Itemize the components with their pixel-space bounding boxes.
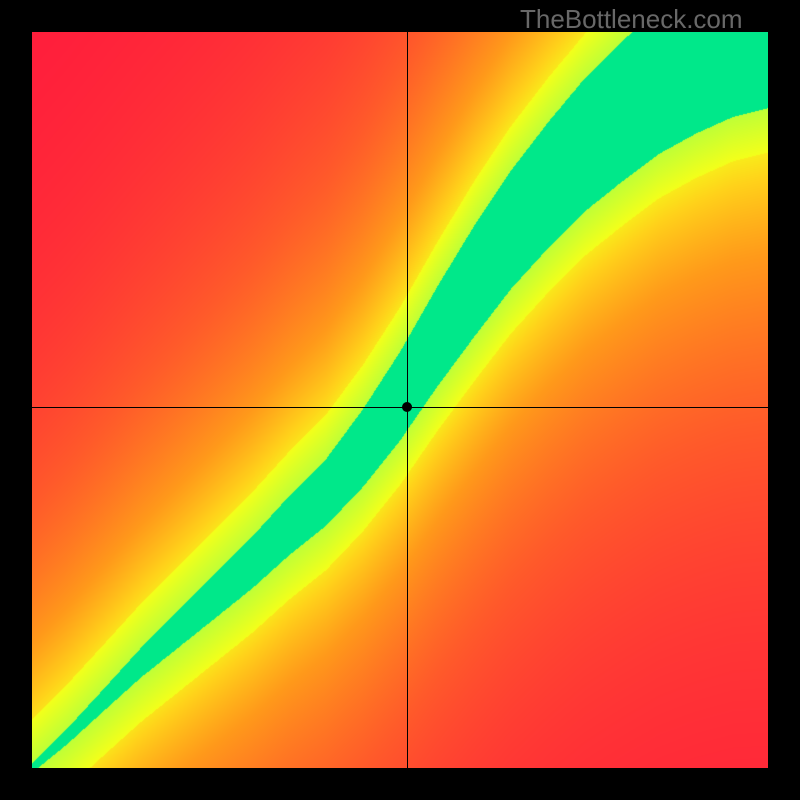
- watermark-text: TheBottleneck.com: [520, 4, 743, 35]
- crosshair-vertical: [407, 30, 408, 770]
- plot-frame: [30, 30, 770, 770]
- crosshair-horizontal: [30, 407, 770, 408]
